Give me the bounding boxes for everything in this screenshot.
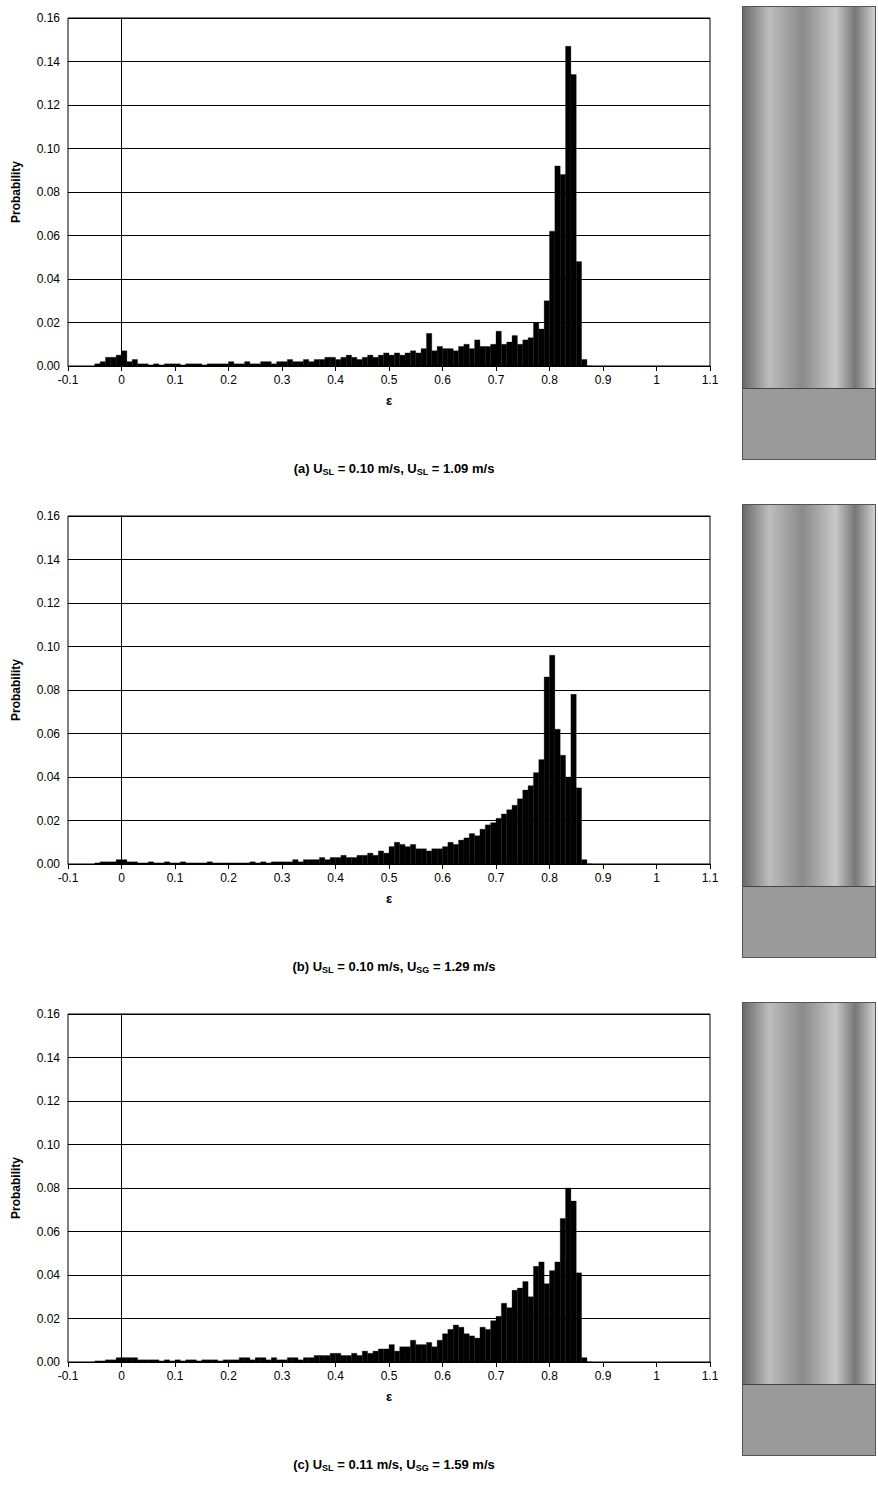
svg-text:0.7: 0.7 — [488, 1369, 505, 1383]
svg-text:(b) U: (b) U — [293, 959, 323, 974]
svg-text:0.00: 0.00 — [37, 359, 61, 373]
svg-text:0.1: 0.1 — [167, 373, 184, 387]
svg-text:0.16: 0.16 — [37, 11, 61, 25]
svg-text:ε: ε — [386, 1389, 392, 1404]
svg-text:0.2: 0.2 — [220, 373, 237, 387]
svg-text:0.3: 0.3 — [274, 871, 291, 885]
svg-text:0.04: 0.04 — [37, 272, 61, 286]
svg-text:0.9: 0.9 — [595, 1369, 612, 1383]
svg-text:Probability: Probability — [9, 659, 23, 721]
svg-text:= 1.29 m/s: = 1.29 m/s — [429, 959, 495, 974]
svg-text:(a) U: (a) U — [294, 461, 323, 476]
svg-text:0.12: 0.12 — [37, 596, 61, 610]
svg-text:0: 0 — [118, 1369, 125, 1383]
svg-text:= 0.11 m/s, U: = 0.11 m/s, U — [334, 1457, 416, 1472]
svg-text:SL: SL — [322, 965, 334, 975]
svg-text:0.5: 0.5 — [381, 871, 398, 885]
svg-text:0.02: 0.02 — [37, 316, 61, 330]
svg-text:0.12: 0.12 — [37, 1094, 61, 1108]
svg-text:0.5: 0.5 — [381, 373, 398, 387]
svg-text:1: 1 — [653, 1369, 660, 1383]
svg-text:0.9: 0.9 — [595, 871, 612, 885]
svg-text:0.04: 0.04 — [37, 770, 61, 784]
svg-text:0.3: 0.3 — [274, 1369, 291, 1383]
svg-text:0: 0 — [118, 373, 125, 387]
svg-text:SG: SG — [416, 965, 429, 975]
svg-text:ε: ε — [386, 393, 392, 408]
svg-text:Probability: Probability — [9, 161, 23, 223]
svg-text:0.06: 0.06 — [37, 229, 61, 243]
svg-text:0.06: 0.06 — [37, 727, 61, 741]
svg-text:0.02: 0.02 — [37, 814, 61, 828]
svg-text:0.14: 0.14 — [37, 553, 61, 567]
svg-text:0.00: 0.00 — [37, 1355, 61, 1369]
svg-text:0.2: 0.2 — [220, 1369, 237, 1383]
svg-text:0.6: 0.6 — [434, 373, 451, 387]
svg-text:0.8: 0.8 — [541, 871, 558, 885]
svg-text:0.6: 0.6 — [434, 871, 451, 885]
svg-text:-0.1: -0.1 — [58, 871, 79, 885]
svg-text:0.8: 0.8 — [541, 373, 558, 387]
svg-text:0.08: 0.08 — [37, 1181, 61, 1195]
svg-text:= 1.59 m/s: = 1.59 m/s — [429, 1457, 495, 1472]
svg-text:0.12: 0.12 — [37, 98, 61, 112]
svg-text:0.06: 0.06 — [37, 1225, 61, 1239]
svg-text:-0.1: -0.1 — [58, 1369, 79, 1383]
svg-text:0.02: 0.02 — [37, 1312, 61, 1326]
svg-text:(c) U: (c) U — [293, 1457, 322, 1472]
svg-text:0.4: 0.4 — [327, 373, 344, 387]
svg-text:0.00: 0.00 — [37, 857, 61, 871]
svg-text:0.6: 0.6 — [434, 1369, 451, 1383]
svg-text:SL: SL — [417, 467, 429, 477]
svg-text:0.7: 0.7 — [488, 373, 505, 387]
svg-text:1.1: 1.1 — [702, 373, 719, 387]
svg-text:0.16: 0.16 — [37, 1007, 61, 1021]
svg-text:SL: SL — [322, 1463, 334, 1473]
svg-text:0.08: 0.08 — [37, 683, 61, 697]
svg-text:0.14: 0.14 — [37, 55, 61, 69]
svg-text:= 0.10 m/s, U: = 0.10 m/s, U — [334, 461, 417, 476]
svg-text:0.5: 0.5 — [381, 1369, 398, 1383]
svg-text:0.2: 0.2 — [220, 871, 237, 885]
svg-text:0.04: 0.04 — [37, 1268, 61, 1282]
svg-text:SL: SL — [323, 467, 335, 477]
svg-text:= 1.09 m/s: = 1.09 m/s — [428, 461, 494, 476]
svg-text:0.9: 0.9 — [595, 373, 612, 387]
svg-text:0.3: 0.3 — [274, 373, 291, 387]
svg-text:1: 1 — [653, 373, 660, 387]
svg-text:= 0.10 m/s, U: = 0.10 m/s, U — [334, 959, 417, 974]
svg-text:1.1: 1.1 — [702, 871, 719, 885]
svg-text:0.10: 0.10 — [37, 640, 61, 654]
svg-text:0.1: 0.1 — [167, 871, 184, 885]
svg-text:0.4: 0.4 — [327, 871, 344, 885]
svg-text:SG: SG — [416, 1463, 429, 1473]
svg-text:0.10: 0.10 — [37, 142, 61, 156]
svg-text:1.1: 1.1 — [702, 1369, 719, 1383]
svg-text:ε: ε — [386, 891, 392, 906]
svg-text:0.4: 0.4 — [327, 1369, 344, 1383]
svg-text:0.16: 0.16 — [37, 509, 61, 523]
svg-text:-0.1: -0.1 — [58, 373, 79, 387]
svg-text:0.14: 0.14 — [37, 1051, 61, 1065]
svg-text:0.08: 0.08 — [37, 185, 61, 199]
svg-text:0.10: 0.10 — [37, 1138, 61, 1152]
svg-text:0.1: 0.1 — [167, 1369, 184, 1383]
svg-text:0.8: 0.8 — [541, 1369, 558, 1383]
svg-text:0: 0 — [118, 871, 125, 885]
svg-text:1: 1 — [653, 871, 660, 885]
svg-text:0.7: 0.7 — [488, 871, 505, 885]
svg-text:Probability: Probability — [9, 1157, 23, 1219]
